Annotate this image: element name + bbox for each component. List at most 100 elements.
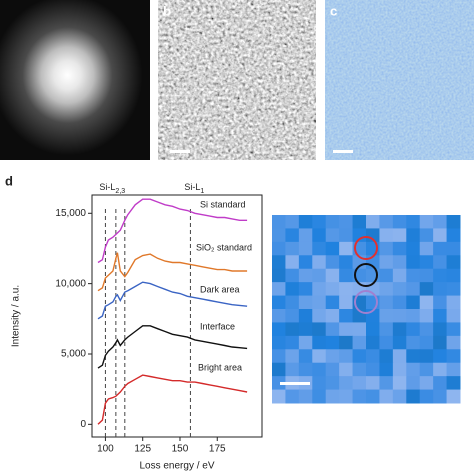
- map-pixel: [366, 215, 380, 229]
- map-pixel: [446, 389, 461, 404]
- annotation: Si-L1: [184, 182, 204, 194]
- panel-label: b: [163, 3, 171, 18]
- map-pixel: [352, 228, 367, 243]
- map-pixel: [392, 241, 407, 256]
- map-pixel: [379, 389, 394, 404]
- map-pixel: [433, 335, 448, 350]
- map-pixel: [285, 389, 300, 404]
- annotation-text: Si-L: [99, 182, 115, 192]
- map-pixel: [272, 228, 286, 243]
- map-pixel: [298, 335, 313, 350]
- map-pixel: [446, 255, 461, 270]
- map-pixel: [298, 362, 313, 377]
- map-pixel: [392, 362, 407, 377]
- map-pixel: [339, 376, 354, 391]
- map-pixel: [298, 389, 313, 404]
- map-pixel: [419, 362, 434, 377]
- map-pixel: [433, 376, 448, 391]
- map-pixel: [352, 322, 367, 337]
- map-pixel: [379, 349, 394, 364]
- map-pixel: [325, 241, 340, 256]
- map-pixel: [392, 268, 407, 283]
- map-pixel: [419, 228, 434, 243]
- map-pixel: [379, 309, 394, 323]
- annotation-subscript: 1: [200, 188, 204, 195]
- map-pixel: [366, 228, 380, 243]
- map-pixel: [446, 215, 461, 229]
- map-pixel: [352, 349, 367, 364]
- map-pixel: [446, 349, 461, 364]
- map-pixel: [392, 335, 407, 350]
- map-pixel: [272, 255, 286, 270]
- map-pixel: [325, 335, 340, 350]
- circle-marker: [354, 290, 378, 314]
- map-pixel: [285, 241, 300, 256]
- map-pixel: [419, 282, 434, 297]
- map-pixel: [352, 389, 367, 404]
- map-pixel: [433, 322, 448, 337]
- map-pixel: [406, 282, 421, 297]
- map-pixel: [379, 322, 394, 337]
- map-pixel: [379, 215, 394, 229]
- map-pixel: [312, 362, 327, 377]
- map-pixel: [339, 255, 354, 270]
- panel-label: d: [5, 173, 13, 188]
- map-pixel: [392, 349, 407, 364]
- map-pixel: [392, 228, 407, 243]
- scale-bar: [333, 150, 353, 153]
- map-pixel: [446, 295, 461, 310]
- x-tick-label: 100: [97, 444, 114, 455]
- map-pixel: [406, 389, 421, 404]
- map-pixel: [433, 228, 448, 243]
- map-pixel: [446, 241, 461, 256]
- map-pixel: [272, 268, 286, 283]
- panel-label: c: [330, 3, 337, 18]
- map-pixel: [366, 362, 380, 377]
- map-pixel: [285, 282, 300, 297]
- plot-frame: [91, 194, 263, 438]
- map-pixel: [339, 228, 354, 243]
- map-pixel: [366, 349, 380, 364]
- scale-bar: [170, 150, 190, 153]
- map-pixel: [298, 322, 313, 337]
- map-pixel: [339, 295, 354, 310]
- map-pixel: [272, 322, 286, 337]
- map-pixel: [325, 215, 340, 229]
- series-line: [97, 325, 248, 369]
- map-pixel: [272, 335, 286, 350]
- map-pixel: [312, 282, 327, 297]
- map-pixel: [298, 349, 313, 364]
- y-tick-label: 5,000: [61, 349, 86, 360]
- map-pixel: [366, 376, 380, 391]
- y-tick-label: 10,000: [55, 278, 86, 289]
- map-pixel: [272, 376, 286, 391]
- map-pixel: [446, 362, 461, 377]
- x-axis-title: Loss energy / eV: [139, 461, 214, 472]
- diffraction-image: [0, 0, 150, 160]
- annotation-text: Si-L: [184, 182, 200, 192]
- map-pixel: [312, 322, 327, 337]
- map-pixel: [379, 295, 394, 310]
- map-pixel: [325, 376, 340, 391]
- map-pixel: [379, 282, 394, 297]
- map-pixel: [352, 215, 367, 229]
- y-tick-label: 15,000: [55, 208, 86, 219]
- map-pixel: [433, 255, 448, 270]
- map-pixel: [325, 282, 340, 297]
- map-pixel: [339, 215, 354, 229]
- map-pixel: [298, 295, 313, 310]
- map-pixel: [285, 309, 300, 323]
- x-tick-label: 125: [134, 444, 151, 455]
- map-pixel: [446, 282, 461, 297]
- map-pixel: [272, 282, 286, 297]
- map-pixel: [325, 255, 340, 270]
- map-pixel: [433, 349, 448, 364]
- map-pixel: [446, 322, 461, 337]
- map-pixel: [406, 322, 421, 337]
- map-pixel: [406, 228, 421, 243]
- map-pixel: [352, 362, 367, 377]
- map-pixel: [446, 268, 461, 283]
- series-label: SiO₂ standard: [196, 242, 252, 252]
- map-pixel: [312, 309, 327, 323]
